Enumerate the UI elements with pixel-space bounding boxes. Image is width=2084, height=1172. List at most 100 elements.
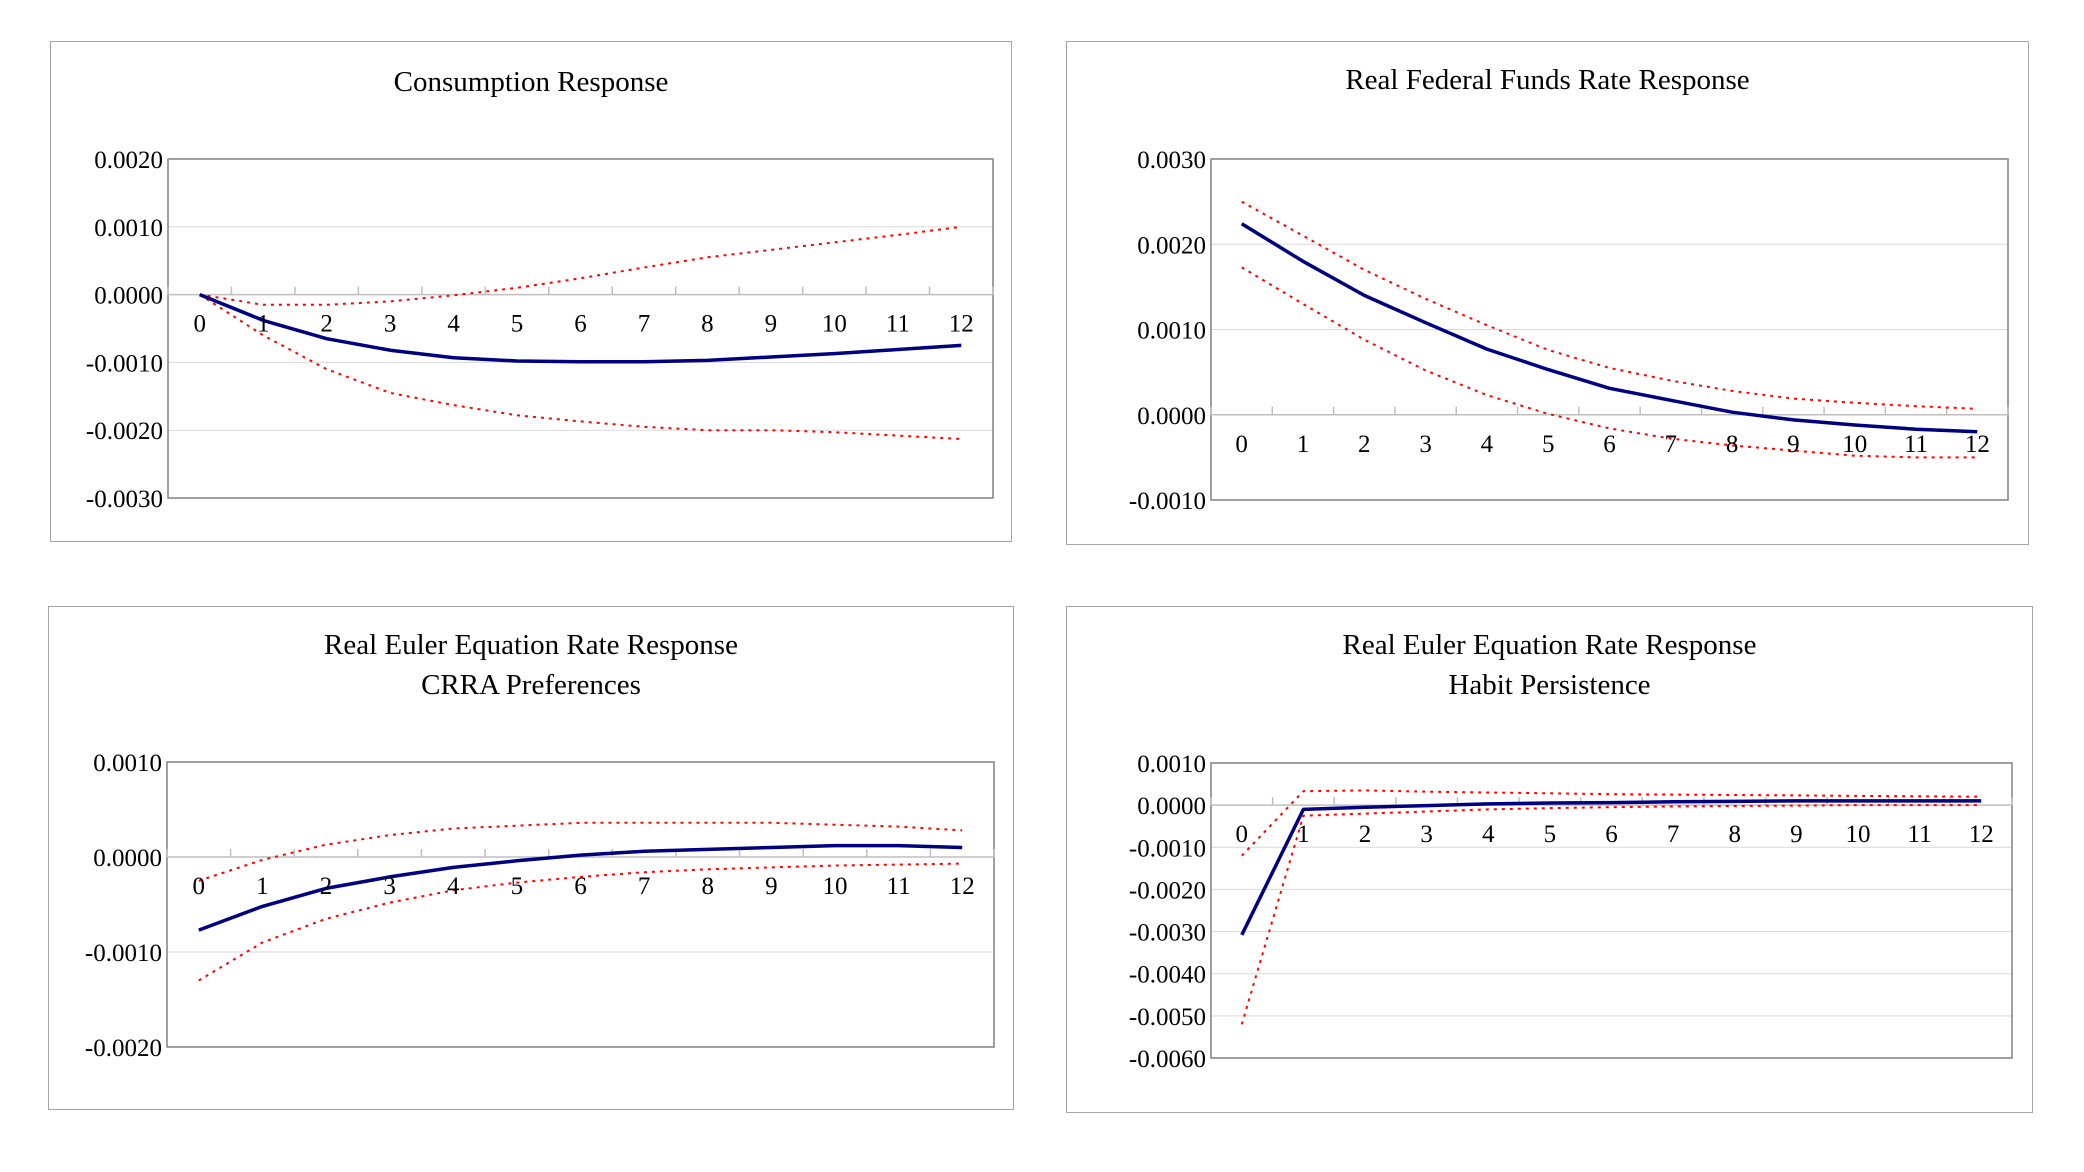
x-tick-label: 11 xyxy=(886,311,910,338)
x-tick-label: 3 xyxy=(1419,431,1432,458)
x-tick-label: 9 xyxy=(1787,431,1800,458)
x-tick-label: 10 xyxy=(822,873,847,900)
x-tick-label: 3 xyxy=(1420,821,1433,848)
x-tick-label: 4 xyxy=(447,311,460,338)
x-tick-label: 4 xyxy=(447,873,460,900)
confidence-band-line xyxy=(199,225,962,306)
y-tick-label: -0.0040 xyxy=(1129,962,1206,989)
x-tick-label: 8 xyxy=(1726,431,1739,458)
x-tick-label: 2 xyxy=(320,311,333,338)
x-tick-label: 0 xyxy=(193,873,206,900)
x-tick-label: 5 xyxy=(1542,431,1555,458)
plot-area xyxy=(1210,762,2013,1059)
x-tick-label: 8 xyxy=(701,311,714,338)
y-tick-label: -0.0010 xyxy=(86,350,163,377)
y-tick-label: 0.0000 xyxy=(1137,793,1206,820)
plot-area xyxy=(166,761,995,1048)
plot-area xyxy=(1210,158,2009,501)
x-tick-label: 12 xyxy=(1965,431,1990,458)
chart-subtitle: CRRA Preferences xyxy=(421,669,641,701)
y-tick-label: 0.0010 xyxy=(94,215,163,242)
y-tick-label: -0.0020 xyxy=(1129,877,1206,904)
x-tick-label: 12 xyxy=(949,311,974,338)
x-tick-label: 7 xyxy=(1667,821,1680,848)
y-tick-label: 0.0010 xyxy=(93,750,162,777)
y-tick-label: -0.0020 xyxy=(85,1035,162,1062)
x-tick-label: 7 xyxy=(1665,431,1678,458)
chart-title: Real Euler Equation Rate Response xyxy=(1342,629,1757,661)
chart-title: Real Euler Equation Rate Response xyxy=(324,629,738,661)
chart-title: Real Federal Funds Rate Response xyxy=(1345,64,1750,96)
x-tick-label: 6 xyxy=(1603,431,1616,458)
response-line xyxy=(1240,799,1982,936)
x-tick-label: 4 xyxy=(1482,821,1495,848)
y-tick-label: -0.0020 xyxy=(86,418,163,445)
y-tick-label: -0.0010 xyxy=(1129,835,1206,862)
x-tick-label: 11 xyxy=(1908,821,1932,848)
y-tick-label: 0.0010 xyxy=(1137,751,1206,778)
x-tick-label: 6 xyxy=(574,873,587,900)
chart-plot: 0.0010 0.0000 -0.0010 -0.0020 -0.0030 -0.0040… xyxy=(1129,751,2013,1073)
x-tick-label: 12 xyxy=(950,873,975,900)
x-tick-label: 6 xyxy=(1605,821,1618,848)
chart-title: Consumption Response xyxy=(393,66,669,98)
y-tick-label: -0.0010 xyxy=(85,940,162,967)
x-tick-label: 10 xyxy=(1845,821,1870,848)
x-tick-label: 2 xyxy=(1358,431,1371,458)
x-tick-label: 1 xyxy=(1297,821,1310,848)
x-tick-label: 4 xyxy=(1481,431,1494,458)
x-tick-label: 1 xyxy=(257,311,270,338)
y-tick-label: -0.0030 xyxy=(86,486,163,513)
response-line xyxy=(198,843,963,932)
x-tick-label: 8 xyxy=(701,873,714,900)
plot-area xyxy=(167,158,994,499)
y-tick-label: 0.0000 xyxy=(94,283,163,310)
x-tick-label: 0 xyxy=(193,311,206,338)
response-line xyxy=(1240,222,1978,434)
confidence-band-line xyxy=(198,821,963,882)
x-tick-label: 10 xyxy=(822,311,847,338)
x-tick-label: 11 xyxy=(1904,431,1928,458)
confidence-band-line xyxy=(1241,266,1978,459)
y-tick-label: 0.0020 xyxy=(94,147,163,174)
y-tick-label: -0.0050 xyxy=(1129,1004,1206,1031)
x-tick-label: 5 xyxy=(1544,821,1557,848)
x-tick-label: 0 xyxy=(1236,821,1249,848)
x-tick-label: 11 xyxy=(887,873,911,900)
x-tick-label: 9 xyxy=(765,311,778,338)
confidence-band-line xyxy=(198,862,963,982)
chart-panel-consumption: Consumption Response 0.0020 0.0010 0.0000 -… xyxy=(50,41,1012,542)
x-tick-label: 10 xyxy=(1842,431,1867,458)
chart-plot: 0.0020 0.0010 0.0000 -0.0010 -0.0020 -0.0030 0… xyxy=(86,147,994,513)
chart-panel-euler-habit: Real Euler Equation Rate Response Habit … xyxy=(1066,606,2033,1113)
x-tick-label: 9 xyxy=(765,873,778,900)
y-tick-label: 0.0000 xyxy=(1137,403,1206,430)
confidence-band-line xyxy=(1241,200,1978,410)
y-tick-label: 0.0000 xyxy=(93,845,162,872)
x-tick-label: 12 xyxy=(1969,821,1994,848)
chart-subtitle: Habit Persistence xyxy=(1448,669,1651,701)
response-line xyxy=(199,292,962,364)
x-tick-label: 5 xyxy=(511,311,524,338)
x-tick-label: 3 xyxy=(384,311,397,338)
y-tick-label: -0.0010 xyxy=(1129,488,1206,515)
x-tick-label: 1 xyxy=(256,873,269,900)
x-tick-label: 0 xyxy=(1235,431,1248,458)
chart-panel-fed-funds: Real Federal Funds Rate Response 0.0030 0… xyxy=(1066,41,2029,545)
x-tick-label: 6 xyxy=(574,311,587,338)
y-tick-label: 0.0030 xyxy=(1137,147,1206,174)
x-tick-label: 7 xyxy=(638,311,651,338)
chart-panel-euler-crra: Real Euler Equation Rate Response CRRA P… xyxy=(48,606,1014,1110)
y-tick-label: 0.0010 xyxy=(1137,318,1206,345)
x-tick-label: 2 xyxy=(320,873,333,900)
x-tick-label: 1 xyxy=(1297,431,1310,458)
y-tick-label: -0.0060 xyxy=(1129,1046,1206,1073)
x-tick-label: 9 xyxy=(1790,821,1803,848)
y-tick-label: -0.0030 xyxy=(1129,920,1206,947)
x-tick-label: 8 xyxy=(1728,821,1741,848)
x-tick-label: 7 xyxy=(638,873,651,900)
x-tick-label: 3 xyxy=(383,873,396,900)
x-tick-label: 5 xyxy=(511,873,524,900)
